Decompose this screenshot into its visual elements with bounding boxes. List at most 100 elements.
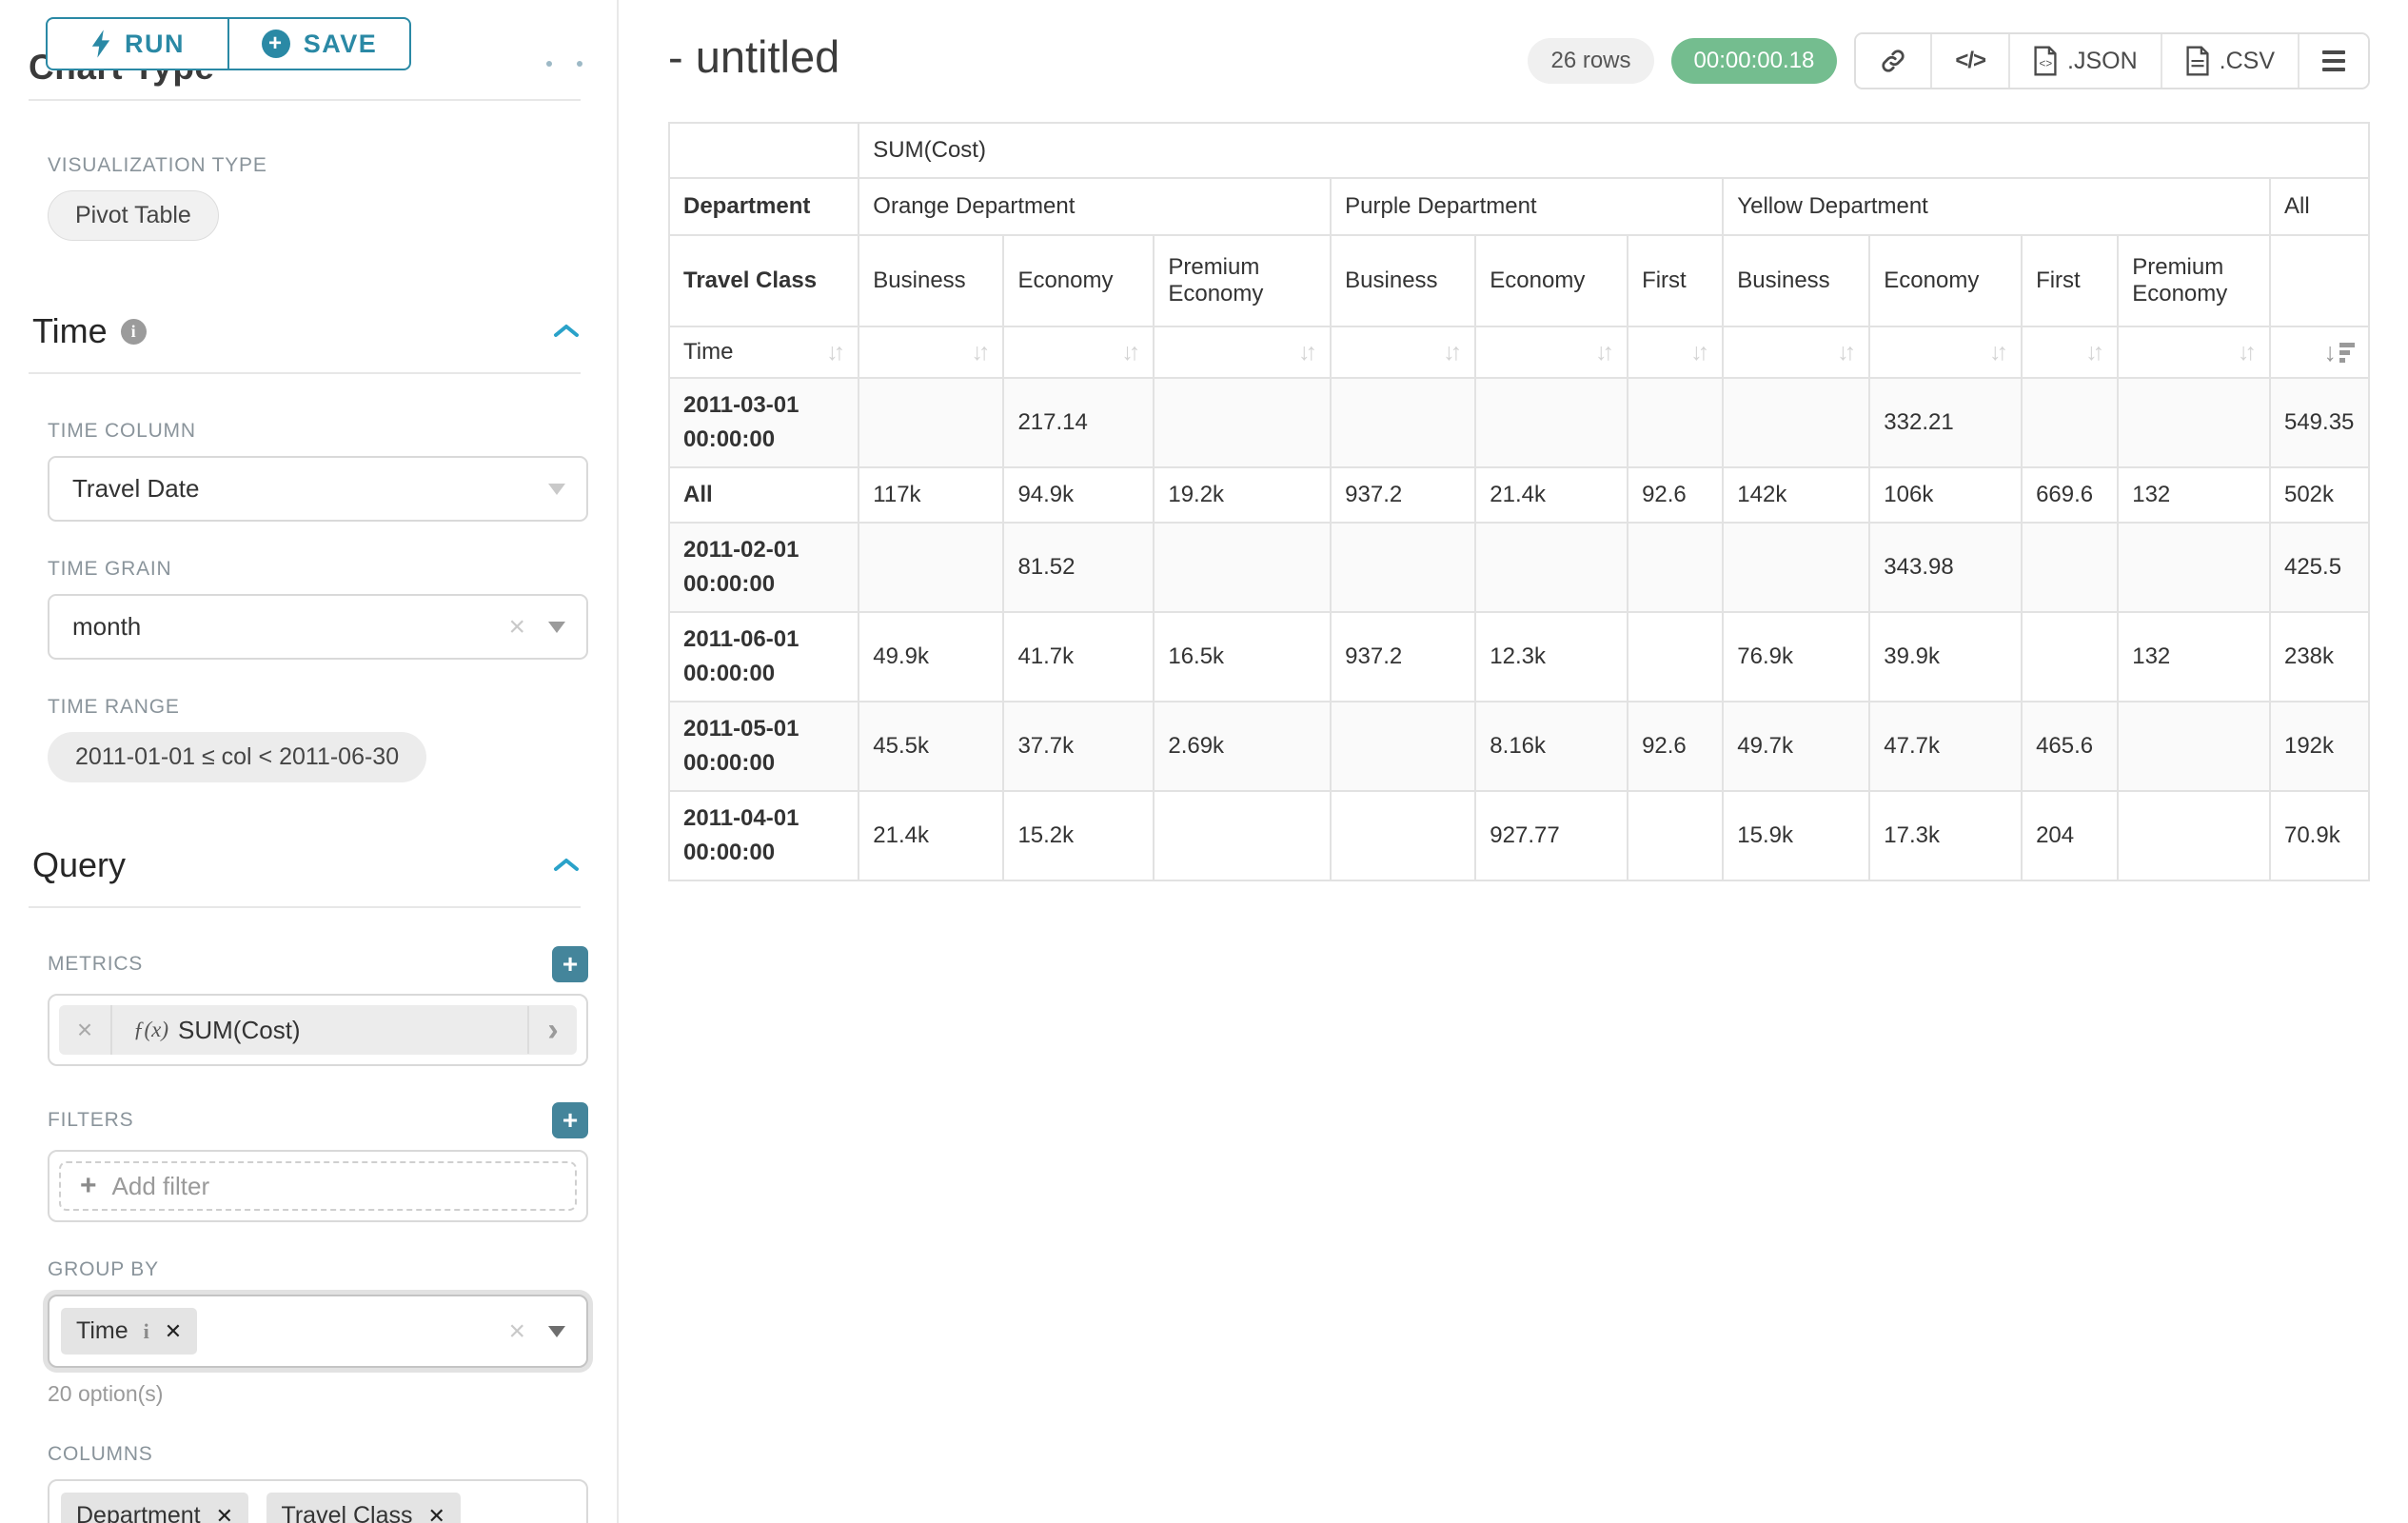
sort-icon: ↓↑ [1690, 339, 1708, 366]
time-column-select[interactable]: Travel Date [48, 456, 588, 522]
pivot-table: SUM(Cost) Department Orange Department P… [668, 122, 2370, 881]
metric-header-row: SUM(Cost) [670, 124, 2368, 177]
save-button[interactable]: + SAVE [228, 17, 411, 70]
columns-select[interactable]: Department ✕ Travel Class ✕ × [48, 1479, 588, 1523]
cell [1155, 524, 1330, 611]
remove-tag-icon[interactable]: ✕ [428, 1504, 445, 1523]
column-sort-header[interactable]: ↓↑ [1332, 327, 1474, 377]
column-sort-header-active[interactable]: ↓ [2271, 327, 2368, 377]
chart-title[interactable]: - untitled [668, 30, 839, 83]
chevron-down-icon[interactable] [548, 1326, 565, 1337]
add-filter-plus-button[interactable]: + [552, 1102, 588, 1138]
chart-header-controls: 26 rows 00:00:00.18 </> <> .JSON [1528, 32, 2370, 89]
row-count-badge: 26 rows [1528, 38, 1653, 84]
column-sort-header[interactable]: ↓↑ [859, 327, 1002, 377]
remove-tag-icon[interactable]: ✕ [216, 1504, 233, 1523]
collapse-chevron-icon[interactable] [552, 322, 581, 341]
cell: 17.3k [1870, 792, 2021, 880]
time-range-pill[interactable]: 2011-01-01 ≤ col < 2011-06-30 [48, 732, 426, 782]
column-header-empty [2271, 236, 2368, 326]
clear-icon[interactable]: × [508, 1317, 525, 1346]
columns-label: COLUMNS [48, 1443, 586, 1466]
lightning-bolt-icon [90, 30, 111, 58]
chart-type-dots-icon [546, 61, 582, 67]
filters-container: + Add filter [48, 1150, 588, 1222]
cell [2023, 379, 2117, 466]
more-options-button[interactable] [2299, 34, 2368, 88]
cell: 47.7k [1870, 702, 2021, 790]
metric-header-cell: SUM(Cost) [859, 124, 2368, 177]
column-sort-header[interactable]: ↓↑ [2119, 327, 2269, 377]
query-section-title: Query [32, 845, 126, 885]
function-icon: ƒ(x) [133, 1018, 168, 1042]
corner-cell [670, 124, 858, 177]
group-header: Purple Department [1332, 179, 1722, 234]
remove-tag-icon[interactable]: ✕ [165, 1319, 182, 1344]
collapse-chevron-icon[interactable] [552, 856, 581, 875]
time-grain-select[interactable]: month × [48, 594, 588, 660]
info-icon: i [121, 319, 147, 345]
cell: 927.77 [1476, 792, 1627, 880]
cell [1724, 379, 1868, 466]
column-sort-header[interactable]: ↓↑ [1476, 327, 1627, 377]
cell: 21.4k [1476, 468, 1627, 522]
visualization-type-pill[interactable]: Pivot Table [48, 190, 219, 241]
group-header: Orange Department [859, 179, 1330, 234]
column-sort-header[interactable]: ↓↑ [1870, 327, 2021, 377]
plus-icon: + [80, 1170, 97, 1202]
chevron-down-icon[interactable] [548, 484, 565, 495]
tag-label: Time [76, 1317, 128, 1345]
table-row: 2011-04-01 00:00:00 21.4k 15.2k 927.77 1… [670, 792, 2368, 880]
time-sort-header[interactable]: Time ↓↑ [670, 327, 858, 377]
group-by-select[interactable]: Time i ✕ × [48, 1295, 588, 1368]
clear-icon[interactable]: × [508, 613, 525, 642]
column-header: First [2023, 236, 2117, 326]
time-range-label: TIME RANGE [48, 696, 586, 719]
share-link-button[interactable] [1856, 34, 1932, 88]
cell [2023, 524, 2117, 611]
json-label: .JSON [2067, 48, 2138, 75]
add-metric-button[interactable]: + [552, 946, 588, 982]
time-grain-label: TIME GRAIN [48, 558, 586, 581]
chevron-down-icon[interactable] [548, 622, 565, 633]
column-header: Business [1724, 236, 1868, 326]
export-csv-button[interactable]: .CSV [2162, 34, 2299, 88]
sort-row: Time ↓↑ ↓↑ ↓↑ ↓↑ ↓↑ ↓↑ ↓↑ ↓↑ ↓↑ ↓↑ ↓↑ ↓ [670, 327, 2368, 377]
view-query-button[interactable]: </> [1932, 34, 2010, 88]
cell: 937.2 [1332, 468, 1474, 522]
cell: 16.5k [1155, 613, 1330, 701]
cell: 92.6 [1628, 468, 1722, 522]
group-by-options-hint: 20 option(s) [48, 1381, 586, 1407]
columns-tag[interactable]: Department ✕ [61, 1493, 248, 1523]
column-sort-header[interactable]: ↓↑ [1724, 327, 1868, 377]
sort-icon: ↓↑ [1443, 339, 1461, 366]
cell: 39.9k [1870, 613, 2021, 701]
column-header: Premium Economy [2119, 236, 2269, 326]
remove-metric-icon[interactable]: × [59, 1005, 112, 1055]
cell: 192k [2271, 702, 2368, 790]
columns-tag[interactable]: Travel Class ✕ [266, 1493, 461, 1523]
column-header: Economy [1870, 236, 2021, 326]
group-by-tag[interactable]: Time i ✕ [61, 1308, 197, 1355]
add-filter-button[interactable]: + Add filter [59, 1161, 577, 1211]
run-button-label: RUN [125, 30, 185, 59]
column-header: Business [1332, 236, 1474, 326]
cell [859, 524, 1002, 611]
cell [1332, 792, 1474, 880]
column-sort-header[interactable]: ↓↑ [1155, 327, 1330, 377]
cell: 106k [1870, 468, 2021, 522]
department-header-row: Department Orange Department Purple Depa… [670, 179, 2368, 234]
run-button[interactable]: RUN [46, 17, 228, 70]
row-label: 2011-04-01 00:00:00 [670, 792, 858, 880]
column-sort-header[interactable]: ↓↑ [2023, 327, 2117, 377]
metric-item[interactable]: × ƒ(x) SUM(Cost) › [59, 1005, 577, 1055]
travel-class-header-row: Travel Class Business Economy Premium Ec… [670, 236, 2368, 326]
column-sort-header[interactable]: ↓↑ [1004, 327, 1153, 377]
column-sort-header[interactable]: ↓↑ [1628, 327, 1722, 377]
row-label: 2011-02-01 00:00:00 [670, 524, 858, 611]
add-filter-label: Add filter [112, 1172, 210, 1201]
cell [2119, 524, 2269, 611]
section-divider [29, 372, 581, 374]
export-json-button[interactable]: <> .JSON [2010, 34, 2162, 88]
expand-metric-icon[interactable]: › [527, 1006, 577, 1054]
